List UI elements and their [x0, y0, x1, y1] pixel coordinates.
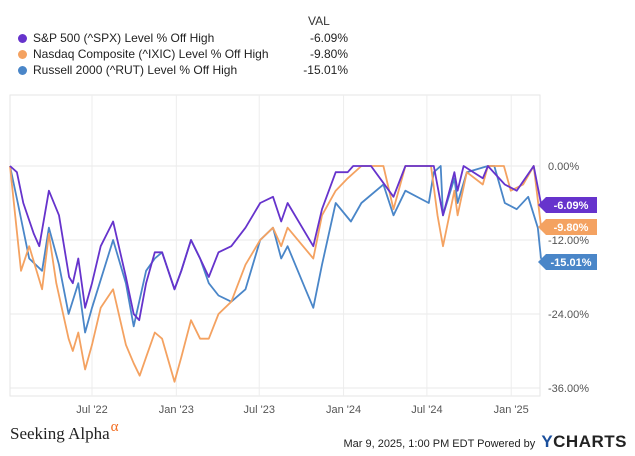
end-label-text-spx: -6.09% [554, 200, 589, 212]
x-tick-label: Jan '23 [159, 404, 194, 416]
seeking-alpha-logo: Seeking Alphaα [10, 419, 119, 444]
x-tick-label: Jul '22 [76, 404, 107, 416]
end-label-tag-rut [538, 254, 597, 270]
y-tick-label: -36.00% [548, 383, 589, 395]
legend-value-header: VAL [308, 14, 330, 28]
y-tick-label: -12.00% [548, 235, 589, 247]
end-label-tag-spx [538, 197, 597, 213]
legend-value-rut: -15.01% [303, 63, 348, 77]
ycharts-logo-y: Y [541, 432, 554, 451]
end-label-tag-ixic [538, 219, 597, 235]
x-tick-label: Jul '23 [244, 404, 275, 416]
legend-label-ixic: Nasdaq Composite (^IXIC) Level % Off Hig… [33, 47, 269, 61]
legend-dot-ixic [18, 50, 27, 59]
legend-dot-spx [18, 34, 27, 43]
x-tick-label: Jul '24 [411, 404, 442, 416]
x-tick-label: Jan '24 [326, 404, 361, 416]
ycharts-logo-text: CHARTS [553, 432, 627, 451]
legend: VAL S&P 500 (^SPX) Level % Off High -6.0… [0, 0, 635, 90]
seeking-alpha-text: Seeking Alpha [10, 424, 110, 443]
legend-dot-rut [18, 66, 27, 75]
ycharts-logo: YCHARTS [541, 432, 627, 451]
footer-timestamp: Mar 9, 2025, 1:00 PM EDT Powered by [343, 438, 536, 450]
footer-attribution: Mar 9, 2025, 1:00 PM EDT Powered by YCHA… [343, 432, 627, 452]
y-tick-label: 0.00% [548, 161, 579, 173]
series-line-rut [9, 165, 542, 334]
legend-value-spx: -6.09% [309, 31, 348, 45]
x-tick-label: Jan '25 [494, 404, 529, 416]
y-tick-label: -24.00% [548, 309, 589, 321]
legend-value-ixic: -9.80% [309, 47, 348, 61]
legend-label-spx: S&P 500 (^SPX) Level % Off High [33, 31, 215, 45]
legend-label-rut: Russell 2000 (^RUT) Level % Off High [33, 63, 238, 77]
alpha-symbol: α [110, 419, 119, 435]
series-line-spx [9, 165, 542, 322]
end-label-text-rut: -15.01% [551, 257, 592, 269]
series-line-ixic [9, 165, 542, 383]
line-chart: 0.00% -12.00% -24.00% -36.00% Jul '22 Jan '23… [9, 94, 597, 416]
end-label-text-ixic: -9.80% [554, 222, 589, 234]
